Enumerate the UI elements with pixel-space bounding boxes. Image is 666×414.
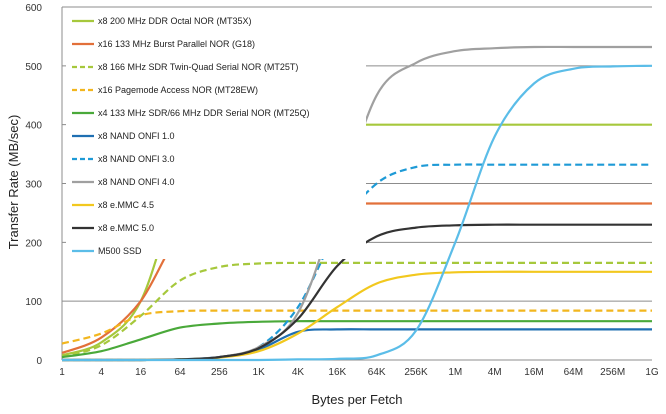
x-axis-title: Bytes per Fetch (311, 392, 402, 407)
y-tick-label: 0 (36, 356, 42, 367)
y-tick-label: 500 (25, 62, 42, 73)
legend-label: x8 NAND ONFI 1.0 (98, 131, 175, 141)
legend-label: x8 NAND ONFI 3.0 (98, 154, 175, 164)
x-tick-label: 16M (524, 367, 543, 378)
x-tick-label: 64 (174, 367, 186, 378)
legend-label: x8 166 MHz SDR Twin-Quad Serial NOR (MT2… (98, 62, 298, 72)
x-tick-label: 4M (488, 367, 502, 378)
legend-label: x8 200 MHz DDR Octal NOR (MT35X) (98, 16, 252, 26)
series-line (62, 328, 652, 362)
series-line (62, 64, 653, 362)
y-tick-label: 100 (25, 297, 42, 308)
x-tick-label: 256M (600, 367, 625, 378)
y-axis-ticks: 0 100 200 300 400 500 600 (25, 3, 42, 367)
legend: x8 200 MHz DDR Octal NOR (MT35X) x16 133 … (66, 9, 366, 259)
y-tick-label: 400 (25, 121, 42, 132)
y-axis-title: Transfer Rate (MB/sec) (6, 115, 21, 250)
y-tick-label: 200 (25, 238, 42, 249)
x-tick-label: 4K (292, 367, 305, 378)
legend-label: x16 133 MHz Burst Parallel NOR (G18) (98, 39, 255, 49)
legend-label: x8 NAND ONFI 4.0 (98, 177, 175, 187)
y-tick-label: 600 (25, 3, 42, 14)
legend-label: x4 133 MHz SDR/66 MHz DDR Serial NOR (MT… (98, 108, 310, 118)
series-line (61, 261, 652, 359)
legend-label: x16 Pagemode Access NOR (MT28EW) (98, 85, 258, 95)
x-tick-label: 1K (253, 367, 266, 378)
legend-label: x8 e.MMC 4.5 (98, 200, 154, 210)
series-lines (61, 45, 653, 362)
x-tick-label: 4 (99, 367, 105, 378)
legend-background (66, 9, 366, 259)
x-tick-label: 256K (404, 367, 428, 378)
legend-label: M500 SSD (98, 246, 142, 256)
x-tick-label: 64M (564, 367, 583, 378)
x-tick-label: 1M (448, 367, 462, 378)
x-tick-label: 16 (135, 367, 147, 378)
y-tick-label: 300 (25, 180, 42, 191)
x-tick-label: 1 (59, 367, 65, 378)
series-line (61, 320, 652, 359)
series-line (61, 309, 652, 345)
x-tick-label: 16K (328, 367, 346, 378)
x-tick-label: 64K (368, 367, 386, 378)
x-axis-ticks: 1 4 16 64 256 1K 4K 16K 64K 256K 1M 4M 16M 64M 256M 1G (59, 367, 659, 378)
x-tick-label: 256 (211, 367, 228, 378)
legend-label: x8 e.MMC 5.0 (98, 223, 154, 233)
x-tick-label: 1G (645, 367, 659, 378)
